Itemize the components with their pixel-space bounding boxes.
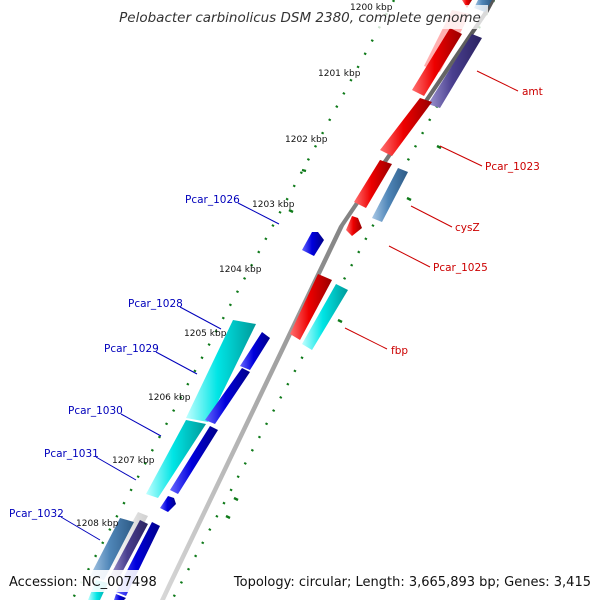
gene-block-cysz (372, 168, 408, 222)
genome-title: Pelobacter carbinolicus DSM 2380, comple… (119, 10, 481, 26)
gene-label-pcar-1023: Pcar_1023 (485, 161, 540, 173)
gene-label-pcar-1030: Pcar_1030 (68, 405, 123, 417)
title-backdrop (112, 5, 488, 29)
gene-block-amt-purple (428, 34, 482, 108)
leader-line-pcar-1026 (237, 202, 280, 225)
leader-line-pcar-1028 (179, 306, 222, 330)
gene-block-pcar-1031 (170, 426, 218, 494)
gene-block-pcar-1030 (146, 420, 206, 498)
gene-block-pcar-1032 (90, 518, 134, 580)
gene-label-cysz: cysZ (455, 222, 480, 234)
right-gene-labels: amt Pcar_1023 cysZ Pcar_1025 fbp (344, 70, 543, 357)
gene-block-pcar-1023 (380, 98, 432, 156)
gene-block-pcar-1025 (346, 216, 362, 236)
leader-line-pcar-1030 (120, 413, 162, 437)
reverse-strand-genes (88, 232, 324, 600)
ruler-label: 1201 kbp (318, 69, 361, 79)
ruler-label: 1207 kbp (112, 456, 155, 466)
gene-block-fbp (302, 284, 348, 350)
gene-label-pcar-1026: Pcar_1026 (185, 194, 240, 206)
ruler-label: 1205 kbp (184, 329, 227, 339)
tick-track-left (70, 0, 396, 600)
leader-line-amt (476, 70, 519, 92)
ruler-labels: 1200 kbp 1201 kbp 1202 kbp 1203 kbp 1204… (76, 3, 393, 529)
leader-line-pcar-1029 (155, 351, 198, 375)
gene-block-pcar-1032-purple (110, 520, 148, 580)
ruler-label: 1200 kbp (350, 3, 393, 13)
accession-text: Accession: NC_007498 (9, 575, 157, 590)
footer-accession-backdrop (4, 570, 156, 592)
gene-label-pcar-1032: Pcar_1032 (9, 508, 64, 520)
gene-label-pcar-1025: Pcar_1025 (433, 262, 488, 274)
gene-label-pcar-1031: Pcar_1031 (44, 448, 99, 460)
ruler-label: 1208 kbp (76, 519, 119, 529)
footer-summary-backdrop (258, 570, 596, 592)
ruler-label: 1204 kbp (219, 265, 262, 275)
ruler-label: 1206 kbp (148, 393, 191, 403)
gene-block-amt (412, 28, 462, 96)
gene-block-pcar-1029b (205, 368, 250, 424)
leader-line-pcar-1031 (95, 456, 137, 481)
gene-block-pcar-1028 (186, 320, 256, 422)
leader-line-fbp (344, 327, 388, 350)
forward-strand-genes (290, 0, 492, 350)
gene-block-bottom-blue2 (114, 594, 126, 600)
leader-line-cysz (410, 205, 453, 228)
ruler-label: 1202 kbp (285, 135, 328, 145)
gene-block-pcar-1029 (240, 332, 270, 370)
topology-summary-text: Topology: circular; Length: 3,665,893 bp… (233, 575, 591, 590)
gene-label-pcar-1029: Pcar_1029 (104, 343, 159, 355)
gene-block-pcar-1026 (302, 232, 324, 256)
gene-label-fbp: fbp (391, 345, 408, 357)
gene-block-small-blue (160, 496, 176, 512)
leader-line-pcar-1032 (60, 516, 101, 541)
gene-block-fbp-red (290, 274, 332, 340)
genome-backbone (160, 0, 495, 600)
gene-block-cysz-red (354, 160, 392, 208)
leader-line-pcar-1023 (439, 145, 483, 167)
gene-label-pcar-1028: Pcar_1028 (128, 298, 183, 310)
gene-block-top-red (462, 0, 472, 8)
leader-line-pcar-1025 (388, 245, 431, 268)
left-gene-labels: Pcar_1026 Pcar_1028 Pcar_1029 Pcar_1030 … (9, 194, 280, 541)
gene-label-amt: amt (522, 86, 543, 98)
ruler-label: 1203 kbp (252, 200, 295, 210)
